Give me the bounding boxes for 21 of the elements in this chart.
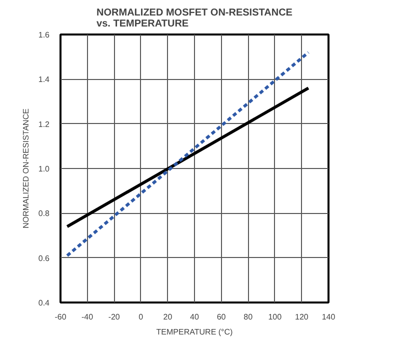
x-tick-label: 120 [295,312,309,322]
chart-title: NORMALIZED MOSFET ON-RESISTANCE vs. TEMPERATURE [96,8,293,30]
x-axis-title: TEMPERATURE (°C) [156,328,234,336]
y-tick-label: 0.8 [38,209,50,218]
x-tick-label: 60 [216,312,226,322]
x-tick-label: 140 [322,312,336,322]
y-tick-label: 1.6 [38,30,50,40]
x-tick-label: 40 [190,312,200,322]
x-tick-label: 100 [268,312,282,322]
y-tick-label: 1.4 [38,75,50,84]
y-tick-label: 0.4 [38,298,50,308]
y-tick-label: 0.6 [38,254,50,263]
y-tick-label: 1.2 [38,120,50,129]
x-tick-label: 80 [244,312,254,322]
x-tick-label: 0 [138,312,144,322]
y-tick-label: 1.0 [38,164,50,174]
x-tick-label: 20 [163,312,173,322]
x-tick-label: -60 [54,312,67,322]
y-axis-title: NORMALIZED ON-RESISTANCE [21,108,30,228]
x-tick-label: -40 [82,312,94,322]
x-tick-label: -20 [108,312,120,322]
